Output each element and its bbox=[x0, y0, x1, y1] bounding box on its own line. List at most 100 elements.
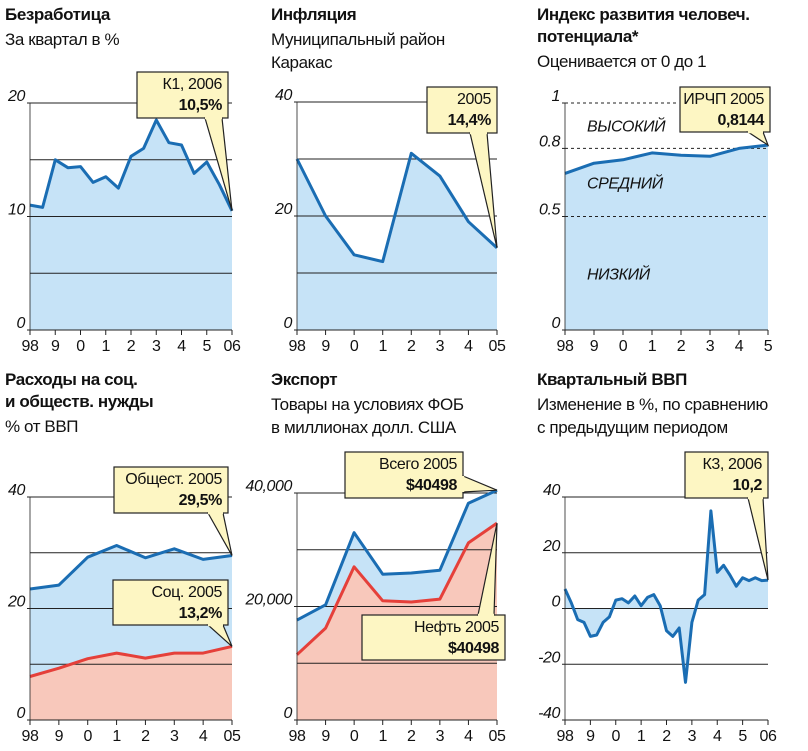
callout-box bbox=[426, 86, 498, 134]
x-tick-label: 9 bbox=[55, 728, 64, 745]
panel-title: Безработица bbox=[5, 5, 111, 24]
callout-title: Соц. 2005 bbox=[151, 584, 222, 601]
series-line bbox=[29, 644, 233, 678]
zone-label: ВЫСОКИЙ bbox=[587, 117, 666, 136]
y-tick-label: -20 bbox=[538, 649, 560, 666]
x-tick-label: 05 bbox=[224, 728, 241, 745]
panel: Расходы на соц. и обществ. нужды % от ВВП 0… bbox=[5, 370, 241, 745]
panel-subtitle: % от ВВП bbox=[5, 417, 78, 436]
x-tick-label: 1 bbox=[378, 338, 387, 355]
x-tick-label: 4 bbox=[464, 338, 473, 355]
x-tick-label: 2 bbox=[141, 728, 150, 745]
x-tick-label: 2 bbox=[677, 338, 686, 355]
y-tick-label: 20 bbox=[7, 594, 25, 611]
callout-box bbox=[112, 579, 229, 626]
x-tick-label: 4 bbox=[464, 728, 473, 745]
callout-title: Общест. 2005 bbox=[125, 471, 222, 488]
x-tick-label: 1 bbox=[102, 338, 111, 355]
y-tick-label: 0 bbox=[552, 594, 561, 611]
series-line bbox=[295, 521, 498, 656]
panel-title: и обществ. нужды bbox=[5, 392, 153, 411]
callout-box bbox=[113, 466, 229, 514]
panel-title: Квартальный ВВП bbox=[537, 370, 687, 389]
callout-box bbox=[344, 451, 464, 499]
callout-label: 10,2 bbox=[732, 477, 762, 494]
x-tick-label: 4 bbox=[735, 338, 744, 355]
y-tick-label: 1 bbox=[552, 88, 561, 105]
x-tick-label: 3 bbox=[706, 338, 715, 355]
callout-label: 10,5% bbox=[179, 97, 223, 114]
x-tick-label: 3 bbox=[170, 728, 179, 745]
y-tick-label: 0 bbox=[284, 315, 293, 332]
y-tick-label: 40 bbox=[275, 87, 292, 104]
panel-subtitle: Каракас bbox=[271, 53, 333, 72]
x-tick-label: 98 bbox=[22, 338, 39, 355]
panel-title: Расходы на соц. bbox=[5, 370, 137, 389]
callout-label: $40498 bbox=[406, 477, 457, 494]
x-tick-label: 1 bbox=[112, 728, 121, 745]
callout-label: $40498 bbox=[448, 640, 499, 657]
x-tick-label: 0 bbox=[83, 728, 92, 745]
y-tick-label: 0 bbox=[552, 315, 561, 332]
series-line bbox=[295, 151, 499, 264]
callout-pointer bbox=[462, 475, 498, 493]
x-tick-label: 5 bbox=[764, 338, 773, 355]
y-tick-label: -40 bbox=[538, 705, 560, 722]
x-tick-label: 98 bbox=[22, 728, 39, 745]
panel-title: Индекс развития человеч. bbox=[537, 5, 750, 24]
callout-title: 2005 bbox=[457, 91, 491, 108]
y-tick-label: 0.5 bbox=[539, 202, 561, 219]
x-tick-label: 0 bbox=[619, 338, 628, 355]
series-line bbox=[29, 544, 233, 591]
y-tick-label: 40 bbox=[8, 482, 25, 499]
x-tick-label: 05 bbox=[489, 338, 506, 355]
x-tick-label: 98 bbox=[557, 338, 574, 355]
x-tick-label: 0 bbox=[76, 338, 85, 355]
callout-label: 29,5% bbox=[179, 492, 223, 509]
series-line bbox=[564, 143, 769, 175]
x-tick-label: 0 bbox=[350, 338, 359, 355]
x-tick-label: 0 bbox=[350, 728, 359, 745]
x-tick-label: 98 bbox=[289, 338, 306, 355]
zone-label: СРЕДНИЙ bbox=[587, 173, 664, 192]
y-tick-label: 40 bbox=[543, 482, 560, 499]
callout-title: Нефть 2005 bbox=[414, 619, 499, 636]
x-tick-label: 4 bbox=[713, 728, 722, 745]
x-tick-label: 9 bbox=[321, 338, 330, 355]
x-tick-label: 2 bbox=[407, 338, 416, 355]
callout-label: 13,2% bbox=[179, 605, 223, 622]
panel: Индекс развития человеч. потенциала* Оцени… bbox=[537, 5, 773, 355]
y-tick-label: 0 bbox=[17, 315, 26, 332]
x-tick-label: 05 bbox=[489, 728, 506, 745]
callout-title: ИРЧП 2005 bbox=[683, 91, 764, 108]
callout-label: 14,4% bbox=[448, 112, 492, 129]
area-fill bbox=[297, 153, 497, 330]
x-tick-label: 0 bbox=[612, 728, 621, 745]
x-tick-label: 06 bbox=[224, 338, 241, 355]
callout-pointer bbox=[747, 497, 769, 581]
y-tick-label: 20 bbox=[542, 538, 560, 555]
callout-label: 0,8144 bbox=[717, 112, 764, 129]
panel-subtitle: Оценивается от 0 до 1 bbox=[537, 52, 706, 71]
x-tick-label: 98 bbox=[557, 728, 574, 745]
callout-box bbox=[684, 451, 769, 499]
x-tick-label: 1 bbox=[648, 338, 657, 355]
panel-subtitle: с предыдущим периодом bbox=[537, 418, 728, 437]
panel-title: Экспорт bbox=[271, 370, 337, 389]
y-tick-label: 40,000 bbox=[245, 478, 292, 495]
y-tick-label: 20 bbox=[7, 88, 25, 105]
area-fill bbox=[30, 646, 232, 720]
panel-subtitle: в миллионах долл. США bbox=[271, 418, 457, 437]
area-fill bbox=[565, 510, 768, 683]
panel: Экспорт Товары на условиях ФОБ в миллионах… bbox=[244, 370, 506, 745]
callout-box bbox=[136, 71, 229, 119]
callout-box bbox=[679, 86, 771, 133]
y-tick-label: 0 bbox=[284, 705, 293, 722]
x-tick-label: 3 bbox=[436, 728, 445, 745]
x-tick-label: 1 bbox=[637, 728, 646, 745]
x-tick-label: 9 bbox=[586, 728, 595, 745]
panel-title: Инфляция bbox=[271, 5, 356, 24]
zone-label: НИЗКИЙ bbox=[587, 264, 651, 283]
